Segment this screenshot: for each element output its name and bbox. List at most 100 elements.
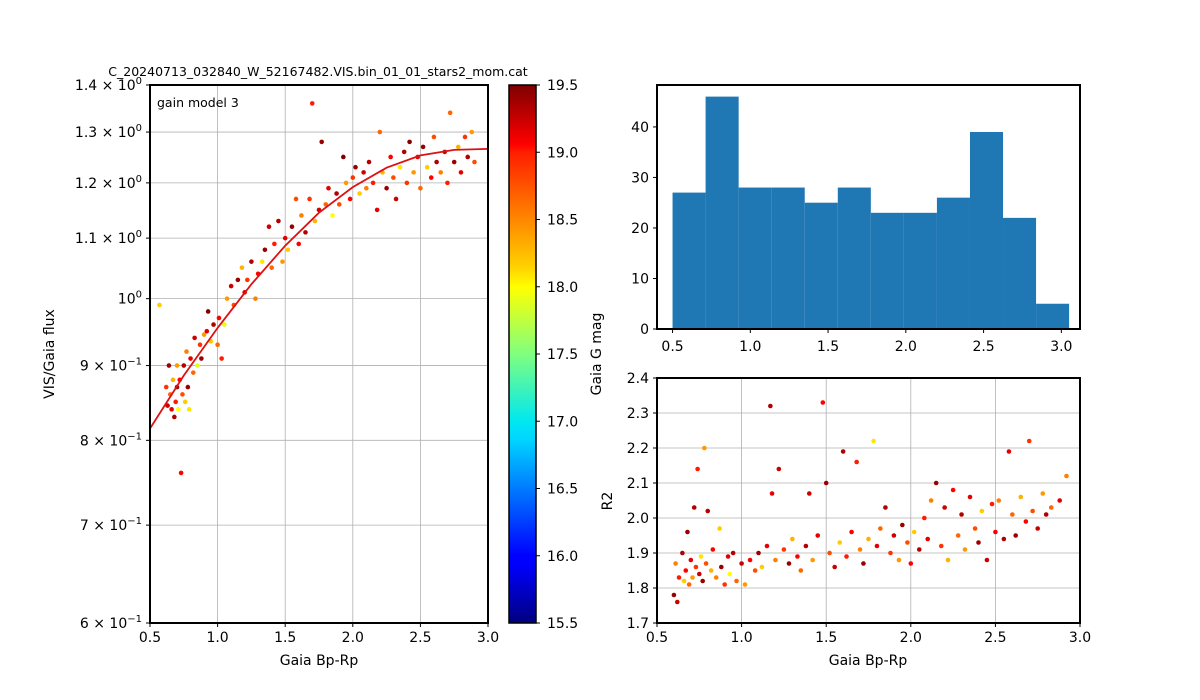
main-data-points [157,101,477,476]
r2-data-point [989,501,995,507]
colorbar-tick-label: 17.0 [547,414,578,430]
r2-data-point [1026,438,1032,444]
main-data-point [404,180,410,186]
main-data-point [235,277,241,283]
gain-model-annotation: gain model 3 [157,95,239,110]
main-data-point [204,328,210,334]
r2-data-point [900,522,905,528]
r2-data-point [1018,494,1024,500]
main-data-point [407,139,412,145]
main-data-point [266,224,272,229]
hist-x-ticks: 0.5 1.0 1.5 2.0 2.5 3.0 [661,329,1072,355]
r2-data-point [844,554,849,559]
r2-data-point [942,505,947,510]
main-data-point [253,296,258,301]
main-data-point [245,277,250,283]
r2-x-tick-label: 0.5 [646,630,668,646]
main-y-tick-label: 1.1 × 100 [75,229,142,247]
r2-data-point [993,529,998,535]
flux-ratio-scatter-panel: 0.5 1.0 1.5 2.0 2.5 3.0 6 × 10−1 7 × 10−1 8 × 1… [42,64,528,669]
colorbar-gradient [509,85,536,623]
r2-data-point [806,491,812,496]
r2-data-point [866,536,871,542]
main-data-point [391,175,396,180]
r2-data-point [815,533,821,538]
main-data-point [472,159,477,165]
r2-data-point [911,529,917,535]
r2-data-point [685,529,690,535]
main-x-tick-label: 1.5 [274,630,296,646]
main-data-point [178,470,184,476]
r2-data-point [1001,536,1007,542]
main-data-point [216,315,222,321]
histogram-bar [969,131,1004,329]
main-data-point [185,384,191,390]
color-histogram-panel: 0.5 1.0 1.5 2.0 2.5 3.0 0 10 20 30 40 [631,84,1081,355]
main-data-point [469,129,475,135]
r2-y-tick-label: 2.2 [627,441,649,457]
main-y-tick-label: 1.3 × 100 [75,123,142,141]
r2-data-point [786,561,792,566]
r2-data-point [675,599,680,605]
main-data-point [282,235,288,241]
r2-data-point [938,543,944,549]
main-data-point [180,392,185,397]
hist-y-tick-label: 10 [631,271,649,287]
colorbar-tick-label: 18.5 [547,213,578,229]
r2-y-tick-label: 1.8 [627,581,649,597]
main-data-point [462,134,468,140]
main-data-point [188,356,193,361]
main-data-point [176,407,181,412]
r2-data-point [888,550,893,556]
r2-data-point [962,547,968,552]
main-y-tick-label: 8 × 10−1 [80,431,142,449]
main-data-point [211,322,216,327]
main-data-point [312,218,318,224]
main-x-tick-label: 2.5 [409,630,431,646]
hist-y-tick-label: 40 [631,120,649,136]
r2-data-point [1040,491,1046,496]
hist-y-tick-label: 20 [631,221,649,237]
main-y-tick-label: 1.4 × 100 [75,76,142,94]
r2-y-tick-label: 1.7 [627,616,649,632]
hist-y-tick-label: 0 [640,322,649,338]
hist-y-ticks: 0 10 20 30 40 [631,120,657,338]
hist-x-tick-label: 1.5 [817,339,839,355]
main-data-point [438,170,443,175]
r2-data-point [905,540,910,545]
r2-plot-frame [656,377,1081,624]
main-data-point [222,322,227,327]
hist-x-tick-label: 0.5 [661,339,683,355]
main-data-point [445,180,450,186]
main-data-point [228,283,234,289]
main-data-point [169,407,174,412]
r2-data-point [739,561,744,566]
r2-y-tick-label: 2.1 [627,476,649,492]
main-data-point [205,309,211,314]
main-y-tick-label: 1.2 × 100 [75,174,142,192]
r2-data-point [896,557,902,563]
r2-data-point [871,438,876,444]
r2-data-point [691,505,697,510]
main-data-point [184,349,189,354]
r2-x-tick-label: 2.5 [984,630,1006,646]
histogram-bar [870,212,904,329]
main-y-tick-label: 9 × 10−1 [80,357,142,375]
r2-data-point [747,557,753,563]
main-data-point [163,384,169,390]
main-data-point [249,259,254,264]
main-data-point [201,332,207,337]
r2-data-point [955,533,961,538]
main-data-point [366,159,372,165]
r2-data-point [1010,512,1015,517]
r2-data-point [1057,498,1062,503]
r2-data-point [730,550,736,556]
colorbar-ticks: 15.5 16.0 16.5 17.0 17.5 18.0 18.5 19.0 19.5 [536,78,578,632]
r2-data-point [673,561,678,566]
r2-data-point [773,557,778,563]
main-data-point [347,196,353,202]
histogram-bar [771,187,805,329]
r2-data-point [1006,449,1012,454]
main-title: C_20240713_032840_W_52167482.VIS.bin_01_… [108,64,527,79]
histogram-bar [672,192,706,329]
